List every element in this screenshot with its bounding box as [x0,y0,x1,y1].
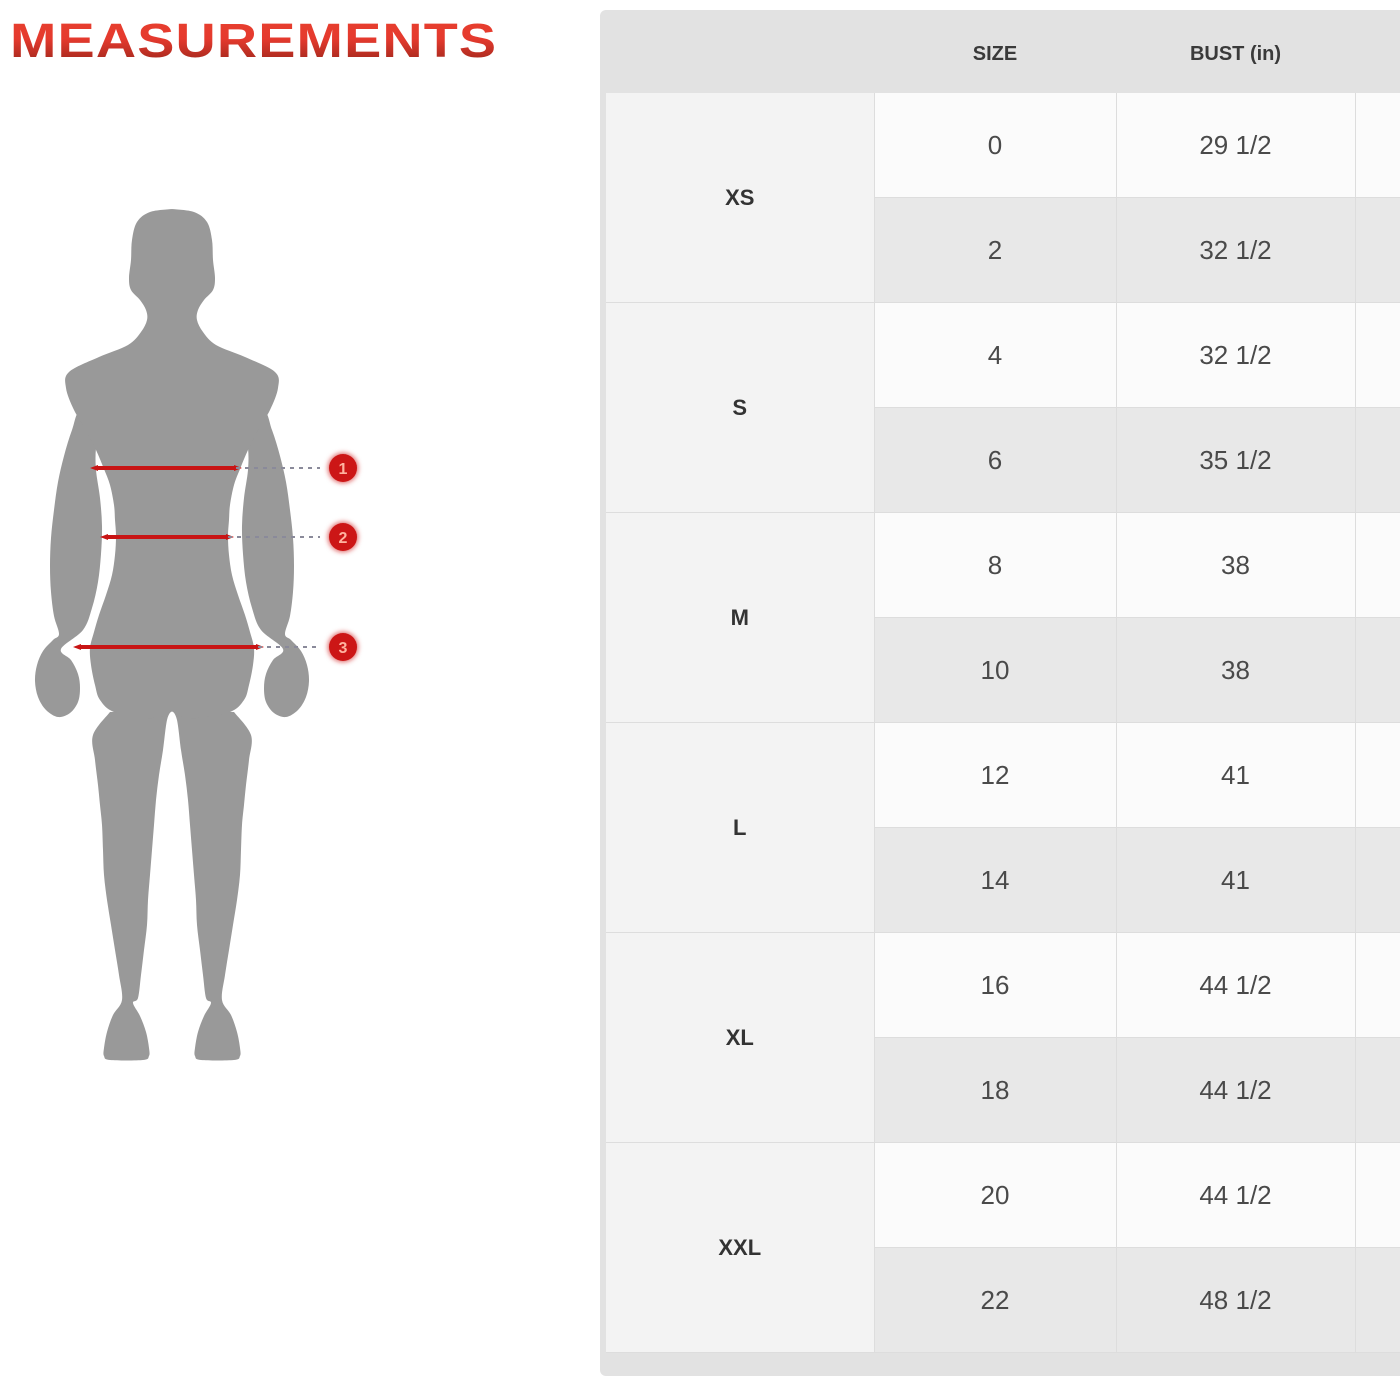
svg-text:2: 2 [339,530,348,547]
svg-text:3: 3 [339,640,348,657]
svg-text:1: 1 [339,461,348,478]
